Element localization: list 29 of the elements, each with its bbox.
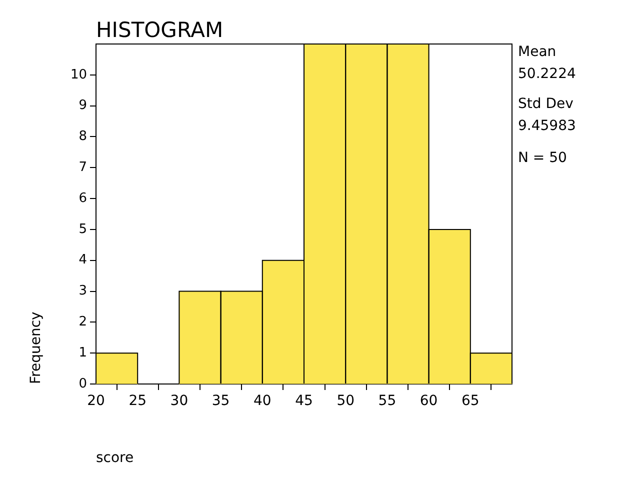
y-tick-label: 4 [78,252,87,268]
x-tick-label: 55 [378,393,396,410]
y-tick-label: 7 [78,160,87,176]
y-tick-label: 3 [78,284,87,299]
chart-title: HISTOGRAM [96,18,224,42]
y-axis-title: Frequency [28,312,44,384]
text: Mean [518,44,556,60]
y-tick-label: 2 [78,314,87,330]
x-tick-label: 65 [461,393,480,410]
x-tick-label: 25 [128,393,147,410]
x-tick-label: 60 [420,393,438,410]
x-tick-label: 40 [253,393,272,410]
x-tick-label: 30 [170,393,188,410]
text: Std Dev [518,96,574,112]
x-axis-title: score [96,450,134,466]
y-tick-label: 5 [78,222,87,237]
y-tick-label: 1 [78,345,87,360]
x-tick-label: 45 [295,393,313,410]
text: 50.2224 [518,66,576,82]
y-tick-label: 6 [78,190,87,206]
y-tick-label: 9 [78,98,87,114]
y-tick-label: 10 [70,67,87,82]
text: 9.45983 [518,118,576,134]
x-tick-label: 35 [212,393,230,410]
x-tick-label: 20 [87,393,105,410]
x-tick-label: 50 [336,393,355,410]
y-tick-label: 8 [78,129,87,144]
y-tick-label: 0 [78,376,87,392]
text: N = 50 [518,150,567,166]
